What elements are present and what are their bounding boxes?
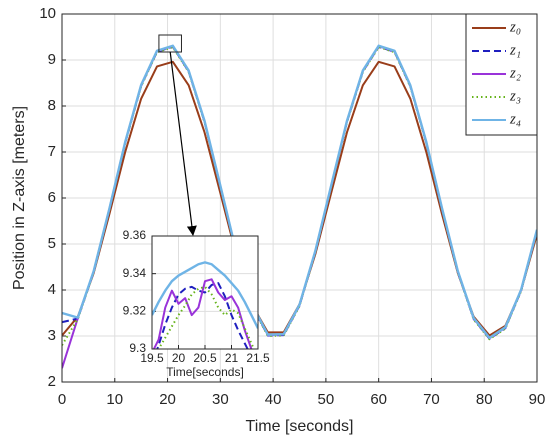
- axes: 0 10 20 30 40 50 60 70 80 90 2 3 4 5 6 7 8 9 10 Time [secon…: [11, 5, 545, 435]
- legend: z₀ z₁ z₂ z₃ z₄: [465, 13, 538, 136]
- legend-label: z₄: [509, 111, 521, 127]
- x-tick-label: 19.5: [140, 351, 164, 365]
- x-tick-label: 90: [529, 391, 546, 408]
- axes-frame: [61, 13, 538, 383]
- x-tick-label: 21.5: [246, 351, 270, 365]
- zoom-arrow: [169, 51, 197, 236]
- y-tick-label: 6: [48, 189, 56, 206]
- x-axis-label: Time[seconds]: [166, 365, 244, 379]
- plot-lines: [152, 261, 258, 349]
- series-line: [152, 261, 258, 329]
- x-tick-label: 20: [159, 391, 176, 408]
- x-tick-label: 20: [172, 351, 186, 365]
- x-axis-label: Time [seconds]: [246, 418, 354, 435]
- series-line: [62, 44, 537, 340]
- y-tick-label: 9.32: [123, 304, 147, 318]
- y-tick-label: 4: [48, 281, 56, 298]
- y-tick-label: 5: [48, 235, 56, 252]
- y-tick-label: 9.34: [123, 266, 147, 280]
- y-tick-label: 3: [48, 327, 56, 344]
- x-tick-label: 50: [318, 391, 335, 408]
- y-tick-label: 8: [48, 97, 56, 114]
- series-line: [157, 285, 255, 349]
- series-line: [156, 282, 249, 349]
- x-tick-label: 10: [106, 391, 123, 408]
- legend-label: z₃: [509, 88, 521, 104]
- x-tick-label: 40: [265, 391, 282, 408]
- axes: 19.5 20 20.5 21 21.5 9.3 9.32 9.34 9.36 Time[seco…: [123, 228, 270, 379]
- y-tick-label: 10: [39, 5, 56, 22]
- x-tick-label: 60: [370, 391, 387, 408]
- x-tick-label: 80: [476, 391, 493, 408]
- y-tick-label: 7: [48, 143, 56, 160]
- plot-lines: [62, 44, 537, 369]
- x-tick-label: 20.5: [193, 351, 217, 365]
- y-tick-label: 9: [48, 51, 56, 68]
- x-tick-label: 30: [212, 391, 229, 408]
- y-tick-label: 2: [48, 373, 56, 390]
- legend-label: z₀: [509, 19, 521, 35]
- x-tick-label: 70: [423, 391, 440, 408]
- legend-label: z₂: [509, 65, 521, 81]
- axes-frame: [151, 235, 259, 350]
- y-tick-label: 9.36: [123, 228, 147, 242]
- y-axis-label: Position in Z-axis [meters]: [11, 106, 28, 290]
- legend-label: z₁: [509, 42, 521, 58]
- y-tick-label: 9.3: [129, 341, 146, 355]
- x-tick-label: 21: [225, 351, 239, 365]
- x-tick-label: 0: [58, 391, 66, 408]
- series-line: [152, 278, 253, 349]
